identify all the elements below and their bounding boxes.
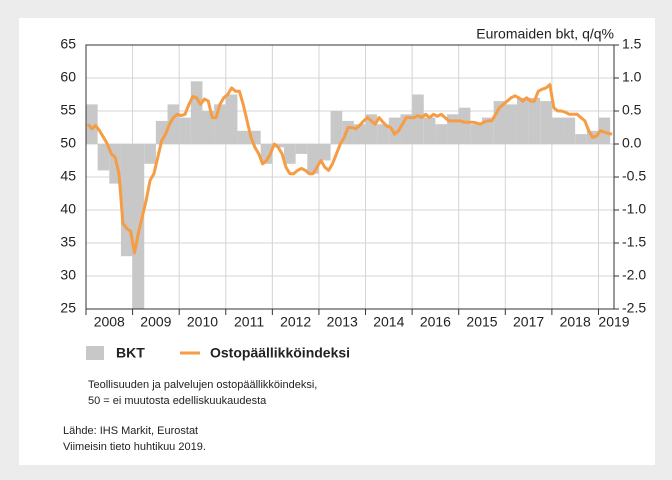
bar — [505, 104, 517, 144]
source: Lähde: IHS Markit, Eurostat — [63, 425, 198, 437]
bar — [435, 124, 448, 144]
bar — [284, 144, 296, 164]
bar — [120, 144, 133, 257]
bar — [447, 114, 459, 144]
x-tick-label: 2018 — [560, 314, 591, 330]
bar — [412, 94, 424, 144]
y2-tick-label: -2.5 — [622, 300, 646, 316]
x-tick-label: 2019 — [598, 314, 629, 330]
bar — [470, 124, 482, 144]
y-tick-label: 25 — [60, 300, 76, 316]
bar — [540, 101, 552, 144]
bar — [493, 101, 506, 144]
bar — [318, 144, 331, 161]
bar — [482, 117, 494, 144]
bar — [423, 117, 436, 144]
y2-tick-label: 1.5 — [622, 36, 642, 52]
legend-swatch — [86, 346, 104, 360]
y-tick-label: 30 — [60, 267, 76, 283]
bar — [295, 144, 308, 154]
bar — [249, 130, 261, 144]
legend-label: Ostopäällikköindeksi — [210, 345, 350, 361]
y-tick-label: 50 — [60, 135, 76, 151]
x-tick-label: 2009 — [140, 314, 171, 330]
y2-axis-title: Euromaiden bkt, q/q% — [476, 26, 614, 42]
bar — [342, 120, 354, 144]
x-tick-label: 2017 — [513, 314, 544, 330]
y-tick-label: 55 — [60, 102, 76, 118]
y2-tick-label: -1.0 — [622, 201, 646, 217]
y-tick-label: 35 — [60, 234, 76, 250]
bar — [190, 81, 203, 144]
bar — [202, 111, 215, 144]
bar — [528, 97, 541, 144]
bar — [400, 114, 413, 144]
bar — [260, 144, 273, 164]
y2-tick-label: -1.5 — [622, 234, 646, 250]
bar — [307, 144, 319, 174]
x-tick-label: 2016 — [420, 314, 451, 330]
line — [86, 83, 613, 255]
y-tick-label: 45 — [60, 168, 76, 184]
bar — [353, 124, 366, 144]
y2-tick-label: 0.0 — [622, 135, 642, 151]
x-tick-label: 2014 — [373, 314, 404, 330]
bar — [179, 117, 191, 144]
y-tick-label: 40 — [60, 201, 76, 217]
bar — [563, 117, 576, 144]
bar — [237, 130, 250, 144]
y-tick-label: 60 — [60, 69, 76, 85]
y2-tick-label: -2.0 — [622, 267, 646, 283]
legend-label: BKT — [116, 345, 145, 361]
x-tick-label: 2008 — [94, 314, 125, 330]
bar — [575, 134, 587, 144]
note: Teollisuuden ja palvelujen ostopäällikkö… — [88, 379, 317, 391]
y2-tick-label: -0.5 — [622, 168, 646, 184]
note: 50 = ei muutosta edelliskuukaudesta — [88, 395, 267, 407]
bar — [97, 144, 110, 171]
bar — [155, 120, 168, 144]
bar — [377, 124, 389, 144]
bar — [214, 104, 226, 144]
y-tick-label: 65 — [60, 36, 76, 52]
bar — [330, 111, 343, 144]
bar — [132, 144, 145, 309]
x-tick-label: 2010 — [187, 314, 218, 330]
bar — [388, 117, 401, 144]
bar — [167, 104, 180, 144]
bar — [365, 114, 378, 144]
bar — [144, 144, 156, 164]
bar — [551, 117, 564, 144]
bar — [458, 107, 471, 144]
x-tick-label: 2015 — [466, 314, 497, 330]
y2-tick-label: 0.5 — [622, 102, 642, 118]
x-tick-label: 2013 — [327, 314, 358, 330]
x-tick-label: 2011 — [234, 314, 264, 330]
bar — [86, 104, 98, 144]
plot-border — [85, 44, 615, 310]
bar — [516, 97, 529, 144]
bar — [109, 144, 121, 184]
source: Viimeisin tieto huhtikuu 2019. — [63, 441, 206, 453]
y2-tick-label: 1.0 — [622, 69, 642, 85]
x-tick-label: 2012 — [280, 314, 311, 330]
bar — [225, 94, 238, 144]
